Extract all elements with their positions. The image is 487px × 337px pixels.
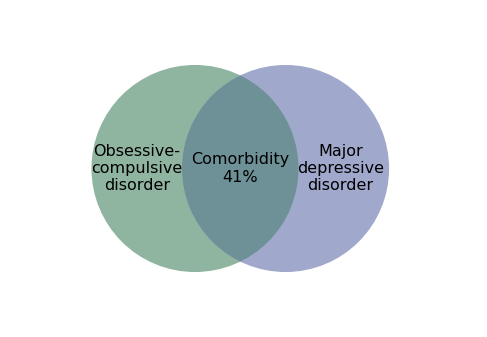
Circle shape: [182, 65, 389, 272]
Circle shape: [92, 65, 299, 272]
Text: Major
depressive
disorder: Major depressive disorder: [297, 144, 384, 193]
Text: Comorbidity
41%: Comorbidity 41%: [191, 152, 289, 185]
Text: Obsessive-
compulsive
disorder: Obsessive- compulsive disorder: [91, 144, 182, 193]
Circle shape: [92, 65, 299, 272]
